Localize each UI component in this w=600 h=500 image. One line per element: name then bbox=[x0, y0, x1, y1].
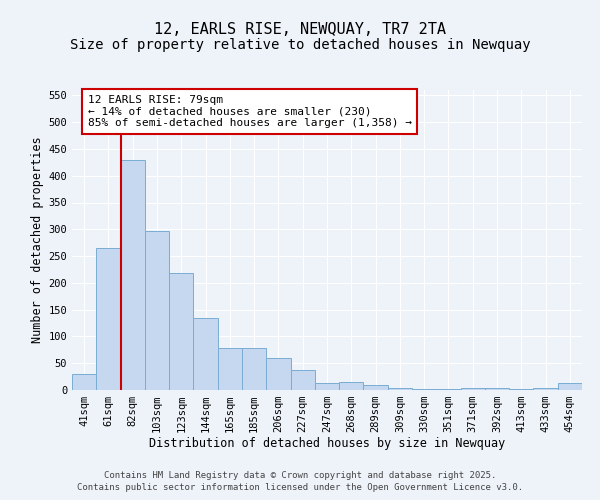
Text: Size of property relative to detached houses in Newquay: Size of property relative to detached ho… bbox=[70, 38, 530, 52]
Bar bbox=[145, 231, 169, 390]
Bar bbox=[193, 318, 218, 390]
Bar bbox=[436, 389, 461, 390]
Bar bbox=[266, 358, 290, 390]
Text: 12, EARLS RISE, NEWQUAY, TR7 2TA: 12, EARLS RISE, NEWQUAY, TR7 2TA bbox=[154, 22, 446, 38]
Bar bbox=[485, 388, 509, 390]
Bar bbox=[533, 388, 558, 390]
Bar bbox=[558, 382, 582, 390]
Y-axis label: Number of detached properties: Number of detached properties bbox=[31, 136, 44, 344]
Bar bbox=[121, 160, 145, 390]
Bar bbox=[339, 382, 364, 390]
Bar bbox=[509, 389, 533, 390]
Bar bbox=[290, 370, 315, 390]
Bar bbox=[72, 374, 96, 390]
Bar bbox=[242, 348, 266, 390]
Bar bbox=[461, 388, 485, 390]
Bar bbox=[169, 273, 193, 390]
Bar bbox=[315, 382, 339, 390]
X-axis label: Distribution of detached houses by size in Newquay: Distribution of detached houses by size … bbox=[149, 436, 505, 450]
Bar bbox=[364, 385, 388, 390]
Bar bbox=[218, 348, 242, 390]
Bar bbox=[388, 388, 412, 390]
Bar bbox=[96, 248, 121, 390]
Text: 12 EARLS RISE: 79sqm
← 14% of detached houses are smaller (230)
85% of semi-deta: 12 EARLS RISE: 79sqm ← 14% of detached h… bbox=[88, 95, 412, 128]
Text: Contains HM Land Registry data © Crown copyright and database right 2025.
Contai: Contains HM Land Registry data © Crown c… bbox=[77, 471, 523, 492]
